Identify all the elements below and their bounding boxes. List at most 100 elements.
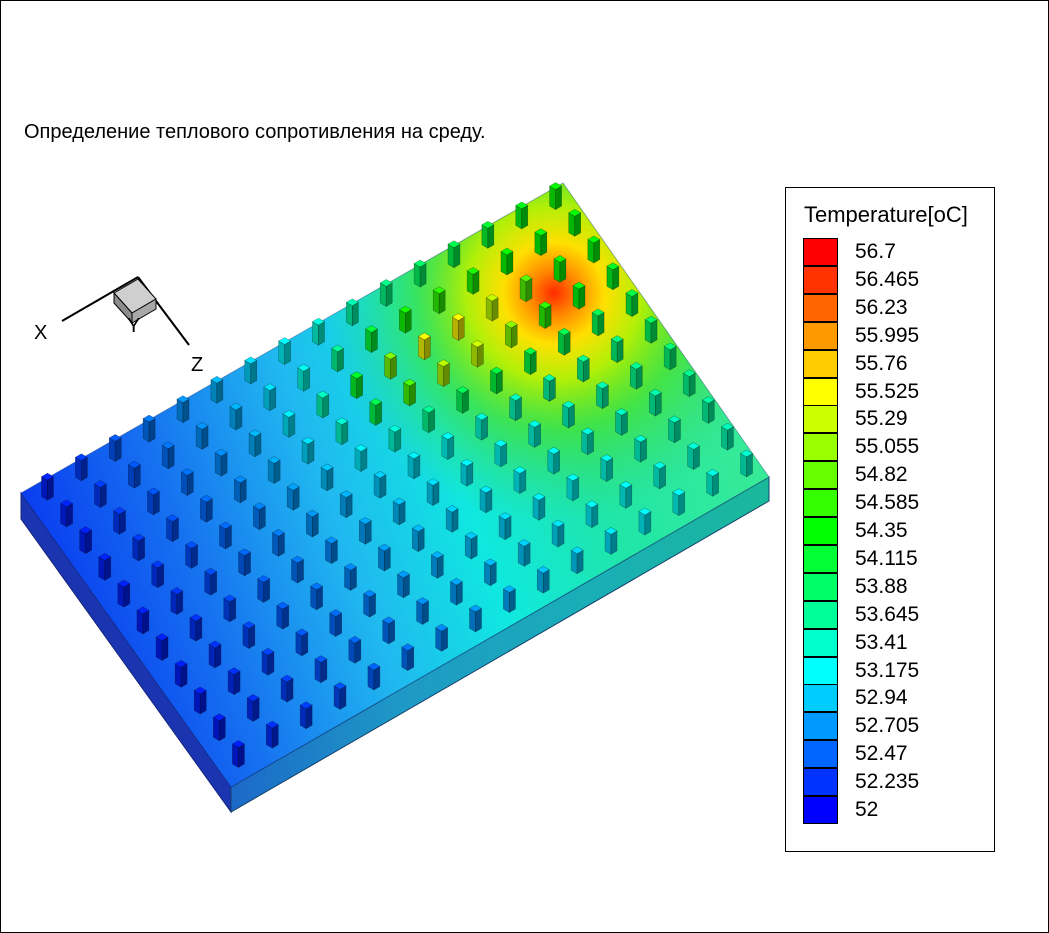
legend-swatch [803,768,838,797]
pin-fin [430,551,444,579]
pin-fin [193,686,207,715]
legend-swatch [803,489,838,518]
pin-fin [566,473,580,502]
pin-fin [367,662,381,691]
pin-fin [682,369,696,398]
pin-fin [204,567,218,596]
pin-fin [339,490,353,519]
pin-fin [299,701,313,730]
legend-label: 53.645 [855,602,920,626]
pin-fin [604,526,618,555]
pin-fin [653,461,667,490]
pin-fin [538,301,552,330]
pin-fin [547,446,561,475]
pin-fin [233,475,247,504]
pin-fin [581,427,595,456]
pin-fin [329,609,343,638]
pin-fin [280,674,294,703]
legend-label: 55.995 [855,323,920,347]
pin-fin [282,410,296,438]
pin-fin [519,274,533,303]
pin-fin [364,325,379,354]
legend-entry: 54.82 [803,461,988,490]
legend-entry: 52 [803,796,988,824]
pin-fin [432,286,446,315]
pin-fin [468,604,483,633]
legend-swatch [803,433,838,462]
pin-fin [445,504,459,533]
legend-label: 53.88 [855,574,908,598]
pin-fin [398,305,412,334]
legend-entry: 55.995 [803,321,988,350]
pin-fin [517,538,531,567]
pin-fin [40,472,55,501]
legend-label: 52.235 [855,770,920,794]
pin-fin [515,201,529,230]
pin-fin [542,373,557,402]
pin-fin [142,414,156,443]
pin-fin [504,320,518,349]
pin-fin [316,390,330,419]
pin-fin [208,640,222,669]
pin-fin [466,267,480,295]
legend-swatch [803,600,838,629]
legend-entry: 53.41 [803,628,988,657]
pin-fin [379,279,393,307]
legend-entry: 54.115 [803,544,988,573]
pin-fin [155,633,169,662]
legend-label: 52.94 [855,686,908,710]
legend-entry: 55.525 [803,377,988,406]
pin-fin [369,398,383,426]
pin-fin [663,342,677,371]
pin-fin [672,488,686,517]
pin-fin [301,436,315,465]
legend-label: 56.465 [855,267,920,291]
axis-triad: X Y Z [34,276,203,376]
pin-fin [267,456,281,485]
pin-fin [513,466,527,495]
pin-fin [619,480,633,509]
pin-fin [229,402,243,431]
legend-entry: 55.29 [803,405,988,434]
pin-fin [305,509,319,538]
pin-fin [333,681,347,710]
legend-swatch [803,265,838,294]
legend-label: 55.055 [855,435,920,459]
pin-fin [739,449,754,478]
legend-swatch [803,349,838,378]
pin-fin [449,577,464,606]
legend-entry: 53.88 [803,572,988,601]
pin-fin [343,563,358,591]
pin-fin [447,240,461,269]
pin-fin [479,485,493,514]
pin-fin [502,585,516,613]
pin-fin [633,434,648,463]
legend-swatch [803,405,838,434]
legend-label: 56.23 [855,295,908,319]
legend-entry: 56.7 [803,238,988,266]
legend-label: 56.7 [855,240,896,263]
y-axis-label: Y [127,315,140,337]
x-axis-label: X [34,322,47,344]
pin-fin [314,655,328,684]
pin-fin [74,453,88,482]
pin-fin [237,548,252,577]
pin-fin [600,454,614,483]
pin-fin [411,524,425,553]
pin-fin [348,635,362,664]
pin-fin [271,528,286,557]
pin-fin [470,339,484,368]
pin-fin [441,432,455,460]
pin-fin [415,597,430,625]
pin-fin [218,521,233,550]
legend-entry: 52.235 [803,768,988,797]
pin-fin [483,558,497,587]
pin-fin [320,463,334,492]
legend-label: 55.29 [855,407,908,431]
pin-fin [362,589,377,618]
pin-fin [500,247,514,276]
pin-fin [591,308,605,337]
hotspot-region [21,183,769,787]
